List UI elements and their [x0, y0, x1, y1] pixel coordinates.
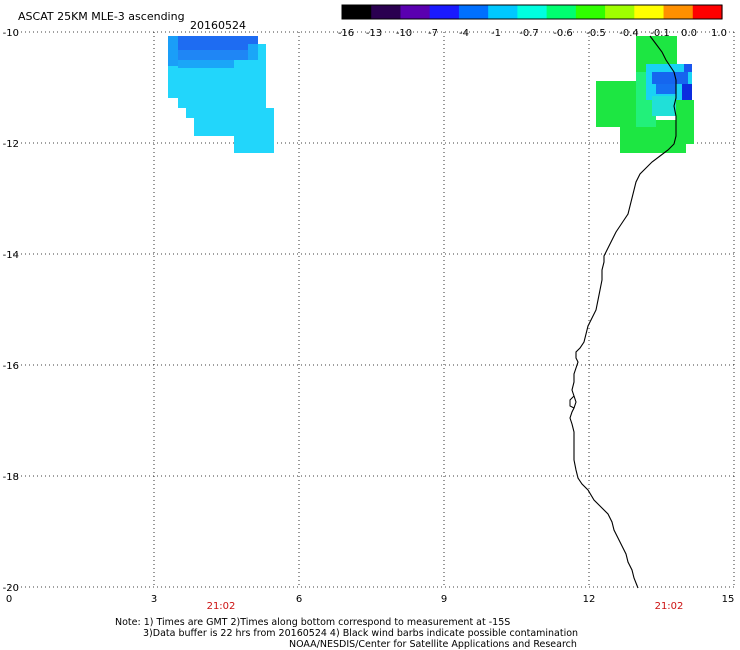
colorbar-label: -7	[428, 28, 438, 39]
colorbar-swatch	[546, 5, 577, 19]
colorbar-frame	[341, 4, 723, 20]
lat-label: -16	[3, 361, 19, 372]
colorbar-label: -0.1	[650, 28, 670, 39]
colorbar-label: -16	[338, 28, 354, 39]
footer-credit: NOAA/NESDIS/Center for Satellite Applica…	[289, 639, 577, 650]
lat-label: -14	[3, 250, 19, 261]
coastline	[569, 35, 677, 589]
colorbar-swatch	[575, 5, 606, 19]
pass-time: 21:02	[207, 601, 236, 612]
lon-label: 6	[296, 594, 302, 605]
colorbar-label: 1.0	[711, 28, 727, 39]
colorbar-swatch	[692, 5, 723, 19]
colorbar-swatch	[517, 5, 548, 19]
colorbar-swatch	[400, 5, 431, 19]
swath-west-blue	[168, 36, 178, 66]
map-date: 20160524	[190, 19, 246, 32]
swath-east-green	[676, 100, 694, 144]
lat-label: -12	[3, 139, 19, 150]
footer-note: Note: 1) Times are GMT 2)Times along bot…	[115, 617, 510, 628]
swath-west-blue	[178, 60, 234, 68]
map-title: ASCAT 25KM MLE-3 ascending	[18, 10, 185, 23]
swath-east-cyan	[652, 96, 676, 116]
colorbar-swatch	[663, 5, 694, 19]
colorbar-label: -4	[459, 28, 469, 39]
lon-label: 12	[583, 594, 596, 605]
colorbar-label: -0.5	[586, 28, 606, 39]
colorbar-label: -0.4	[619, 28, 639, 39]
lon-label: 9	[441, 594, 447, 605]
colorbar-label: -0.7	[519, 28, 539, 39]
colorbar-swatch	[342, 5, 372, 19]
colorbar-label: -13	[366, 28, 382, 39]
swath-west-blue	[178, 36, 258, 50]
wind-swath-west	[168, 36, 274, 153]
colorbar-swatches	[342, 5, 723, 19]
colorbar-swatch	[488, 5, 518, 19]
colorbar: -16 -13 -10 -7 -4 -1 -0.7 -0.6 -0.5 -0.4…	[338, 4, 727, 39]
coastline-inlet	[569, 395, 575, 409]
colorbar-swatch	[429, 5, 460, 19]
colorbar-label: -10	[396, 28, 412, 39]
graticule	[9, 31, 735, 588]
swath-west-blue	[248, 44, 258, 60]
wind-swath-east	[596, 36, 694, 153]
footer-note: 3)Data buffer is 22 hrs from 20160524 4)…	[143, 628, 578, 639]
colorbar-label: 0.0	[681, 28, 697, 39]
pass-time: 21:02	[655, 601, 684, 612]
lat-label: -18	[3, 472, 19, 483]
lat-label: -20	[3, 583, 19, 594]
lat-label: -10	[3, 28, 19, 39]
swath-east-blue	[656, 84, 676, 94]
swath-east-blue	[682, 84, 692, 100]
colorbar-swatch	[458, 5, 489, 19]
colorbar-label: -1	[491, 28, 501, 39]
lon-label: 15	[722, 594, 735, 605]
swath-east-green	[596, 81, 636, 127]
colorbar-label: -0.6	[553, 28, 573, 39]
lon-label: 3	[151, 594, 157, 605]
swath-west-blue	[172, 50, 248, 60]
lon-label: 0	[6, 594, 12, 605]
colorbar-swatch	[605, 5, 635, 19]
swath-east-blue	[652, 72, 688, 84]
colorbar-swatch	[634, 5, 665, 19]
swath-east-blue	[684, 64, 692, 72]
colorbar-swatch	[371, 5, 402, 19]
